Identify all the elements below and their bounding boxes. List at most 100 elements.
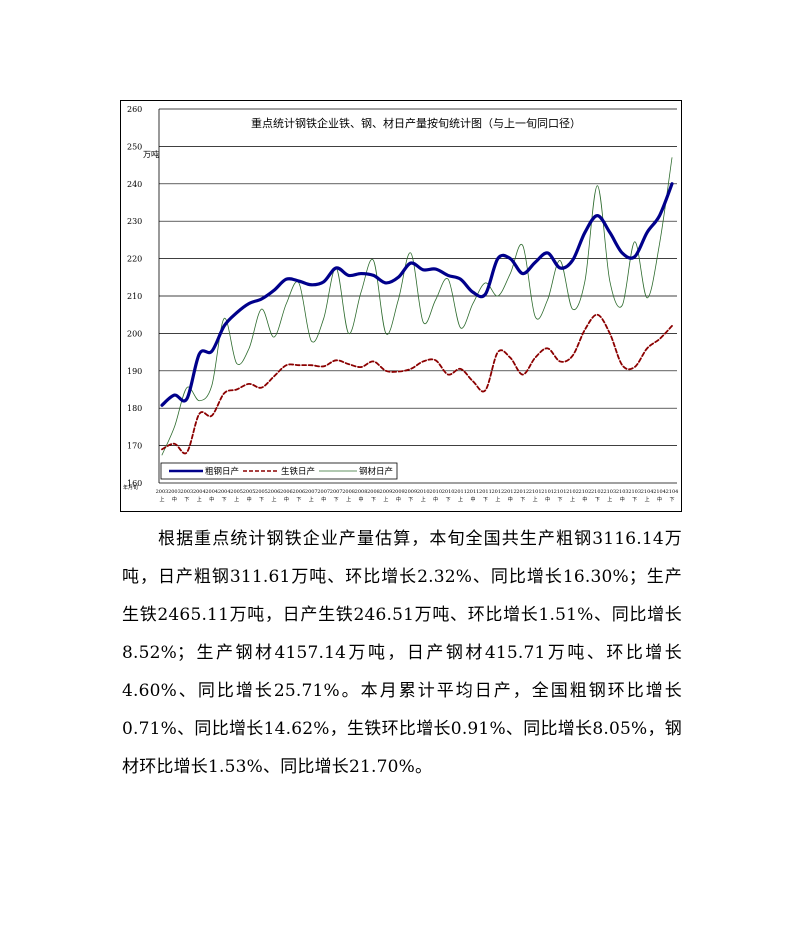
y-tick-label: 230 [127, 217, 142, 226]
y-tick-label: 170 [127, 442, 142, 451]
x-tick-label: 2010 [429, 489, 442, 495]
x-tick-sublabel: 中 [247, 496, 252, 503]
x-tick-label: 2006 [292, 489, 305, 495]
x-tick-label: 2010 [417, 489, 430, 495]
y-tick-label: 240 [127, 180, 142, 189]
x-tick-sublabel: 下 [296, 497, 301, 503]
x-tick-label: 2005 [243, 489, 256, 495]
x-tick-label: 2006 [268, 489, 281, 495]
x-tick-sublabel: 上 [383, 496, 388, 503]
x-tick-sublabel: 中 [284, 496, 289, 503]
x-tick-label: 2004 [193, 489, 206, 495]
x-tick-sublabel: 上 [458, 496, 463, 503]
x-tick-sublabel: 上 [197, 496, 202, 503]
x-tick-sublabel: 中 [620, 496, 625, 503]
y-tick-label: 160 [127, 479, 142, 488]
x-tick-label: 2102 [591, 489, 604, 495]
x-tick-sublabel: 下 [483, 497, 488, 503]
x-tick-label: 2101 [541, 489, 554, 495]
x-axis-label: 年月旬 [123, 484, 138, 491]
x-tick-sublabel: 上 [645, 496, 650, 503]
x-tick-label: 2104 [666, 489, 679, 495]
x-tick-sublabel: 下 [259, 497, 264, 503]
x-tick-label: 2103 [628, 489, 641, 495]
x-tick-sublabel: 下 [184, 497, 189, 503]
x-tick-sublabel: 下 [632, 497, 637, 503]
x-tick-label: 2003 [181, 489, 194, 495]
x-tick-sublabel: 上 [495, 496, 500, 503]
y-tick-label: 190 [127, 367, 142, 376]
x-tick-sublabel: 中 [359, 496, 364, 503]
legend-label-steel-products: 钢材日产 [359, 466, 393, 477]
x-tick-label: 2102 [579, 489, 592, 495]
x-tick-label: 2101 [554, 489, 567, 495]
x-tick-label: 2104 [653, 489, 666, 495]
x-tick-sublabel: 中 [470, 496, 475, 503]
legend: 粗钢日产 生铁日产 钢材日产 [160, 462, 398, 480]
y-tick-label: 260 [127, 105, 142, 114]
x-tick-sublabel: 下 [595, 497, 600, 503]
x-tick-sublabel: 上 [271, 496, 276, 503]
x-tick-label: 2104 [641, 489, 654, 495]
x-tick-sublabel: 下 [669, 497, 674, 503]
x-tick-label: 2101 [529, 489, 542, 495]
x-tick-label: 2005 [230, 489, 243, 495]
x-tick-label: 2003 [156, 489, 169, 495]
x-tick-sublabel: 中 [433, 496, 438, 503]
x-tick-label: 2102 [566, 489, 579, 495]
x-tick-label: 2009 [392, 489, 405, 495]
x-tick-sublabel: 中 [545, 496, 550, 503]
x-tick-sublabel: 中 [657, 496, 662, 503]
x-tick-sublabel: 下 [520, 497, 525, 503]
x-tick-label: 2103 [603, 489, 616, 495]
x-tick-sublabel: 中 [321, 496, 326, 503]
x-tick-label: 2011 [479, 489, 492, 495]
x-tick-label: 2011 [467, 489, 480, 495]
x-tick-label: 2004 [218, 489, 231, 495]
x-tick-sublabel: 上 [421, 496, 426, 503]
y-tick-label: 210 [127, 292, 142, 301]
x-tick-sublabel: 下 [334, 497, 339, 503]
x-tick-sublabel: 上 [346, 496, 351, 503]
x-tick-label: 2008 [342, 489, 355, 495]
x-tick-sublabel: 上 [309, 496, 314, 503]
y-tick-label: 200 [127, 329, 142, 338]
x-tick-label: 2010 [442, 489, 455, 495]
x-tick-label: 2008 [355, 489, 368, 495]
x-tick-sublabel: 中 [582, 496, 587, 503]
x-tick-sublabel: 中 [209, 496, 214, 503]
x-tick-label: 2009 [380, 489, 393, 495]
x-tick-sublabel: 中 [508, 496, 513, 503]
x-tick-label: 2008 [367, 489, 380, 495]
x-tick-label: 2009 [404, 489, 417, 495]
y-tick-label: 220 [127, 255, 142, 264]
x-tick-label: 2006 [280, 489, 293, 495]
y-tick-label: 250 [127, 142, 142, 151]
series-line-crude-steel [160, 182, 674, 407]
chart-frame: 重点统计钢铁企业铁、钢、材日产量按旬统计图（与上一旬同口径） 万吨 年月旬 16… [120, 100, 682, 512]
legend-label-pig-iron: 生铁日产 [281, 466, 315, 477]
x-tick-sublabel: 上 [607, 496, 612, 503]
x-tick-sublabel: 下 [222, 497, 227, 503]
x-tick-label: 2103 [616, 489, 629, 495]
series-line-steel-products [161, 157, 673, 456]
x-tick-label: 2012 [491, 489, 504, 495]
x-tick-sublabel: 下 [558, 497, 563, 503]
x-tick-sublabel: 下 [408, 497, 413, 503]
x-tick-sublabel: 下 [446, 497, 451, 503]
x-tick-label: 2012 [504, 489, 517, 495]
series-line-pig-iron [161, 313, 673, 455]
y-axis-unit-label: 万吨 [143, 149, 159, 159]
x-tick-label: 2005 [255, 489, 268, 495]
x-tick-label: 2007 [317, 489, 330, 495]
y-tick-label: 180 [127, 404, 142, 413]
chart-title: 重点统计钢铁企业铁、钢、材日产量按旬统计图（与上一旬同口径） [251, 116, 581, 130]
x-tick-sublabel: 下 [371, 497, 376, 503]
x-tick-label: 2007 [305, 489, 318, 495]
x-tick-sublabel: 上 [234, 496, 239, 503]
x-tick-label: 2012 [516, 489, 529, 495]
x-tick-sublabel: 上 [570, 496, 575, 503]
x-tick-sublabel: 中 [172, 496, 177, 503]
x-tick-label: 2004 [205, 489, 218, 495]
line-chart: 重点统计钢铁企业铁、钢、材日产量按旬统计图（与上一旬同口径） 万吨 年月旬 16… [123, 105, 679, 503]
